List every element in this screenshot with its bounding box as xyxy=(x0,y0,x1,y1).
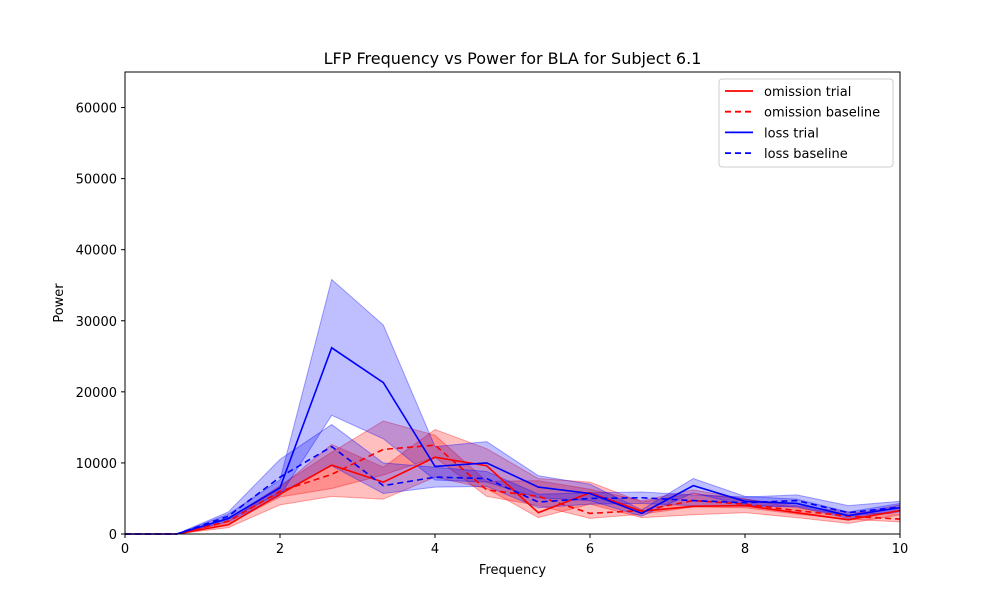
y-tick-label: 30000 xyxy=(76,315,117,330)
legend-label-loss-trial: loss trial xyxy=(764,126,819,141)
series-line-omission-baseline xyxy=(125,444,901,535)
x-axis-title: Frequency xyxy=(479,563,546,578)
y-tick-label: 20000 xyxy=(76,386,117,401)
x-axis: 0 2 4 6 8 10 xyxy=(121,534,908,557)
x-tick-label: 4 xyxy=(431,542,439,557)
series-line-omission-trial xyxy=(125,456,901,535)
x-tick-label: 10 xyxy=(892,542,909,557)
y-tick-label: 10000 xyxy=(76,457,117,472)
plot-frame xyxy=(124,71,901,535)
legend-box xyxy=(718,78,894,168)
y-tick-label: 60000 xyxy=(76,102,117,117)
y-tick-label: 40000 xyxy=(76,244,117,259)
y-tick-label: 50000 xyxy=(76,173,117,188)
y-tick-label: 0 xyxy=(109,528,117,543)
legend-label-omission-baseline: omission baseline xyxy=(764,106,880,121)
x-tick-label: 2 xyxy=(276,542,284,557)
legend: omission trial omission baseline loss tria… xyxy=(718,78,894,168)
y-axis: 0 10000 20000 30000 40000 50000 60000 xyxy=(76,102,125,543)
x-tick-label: 0 xyxy=(121,542,129,557)
x-tick-label: 6 xyxy=(586,542,594,557)
x-tick-label: 8 xyxy=(741,542,749,557)
series-line-loss-trial xyxy=(125,346,901,535)
legend-label-omission-trial: omission trial xyxy=(764,85,851,100)
series-lines xyxy=(125,346,901,535)
chart-title: LFP Frequency vs Power for BLA for Subje… xyxy=(324,49,702,68)
legend-label-loss-baseline: loss baseline xyxy=(764,147,848,162)
y-axis-title: Power xyxy=(52,283,67,323)
confidence-bands xyxy=(125,278,901,535)
